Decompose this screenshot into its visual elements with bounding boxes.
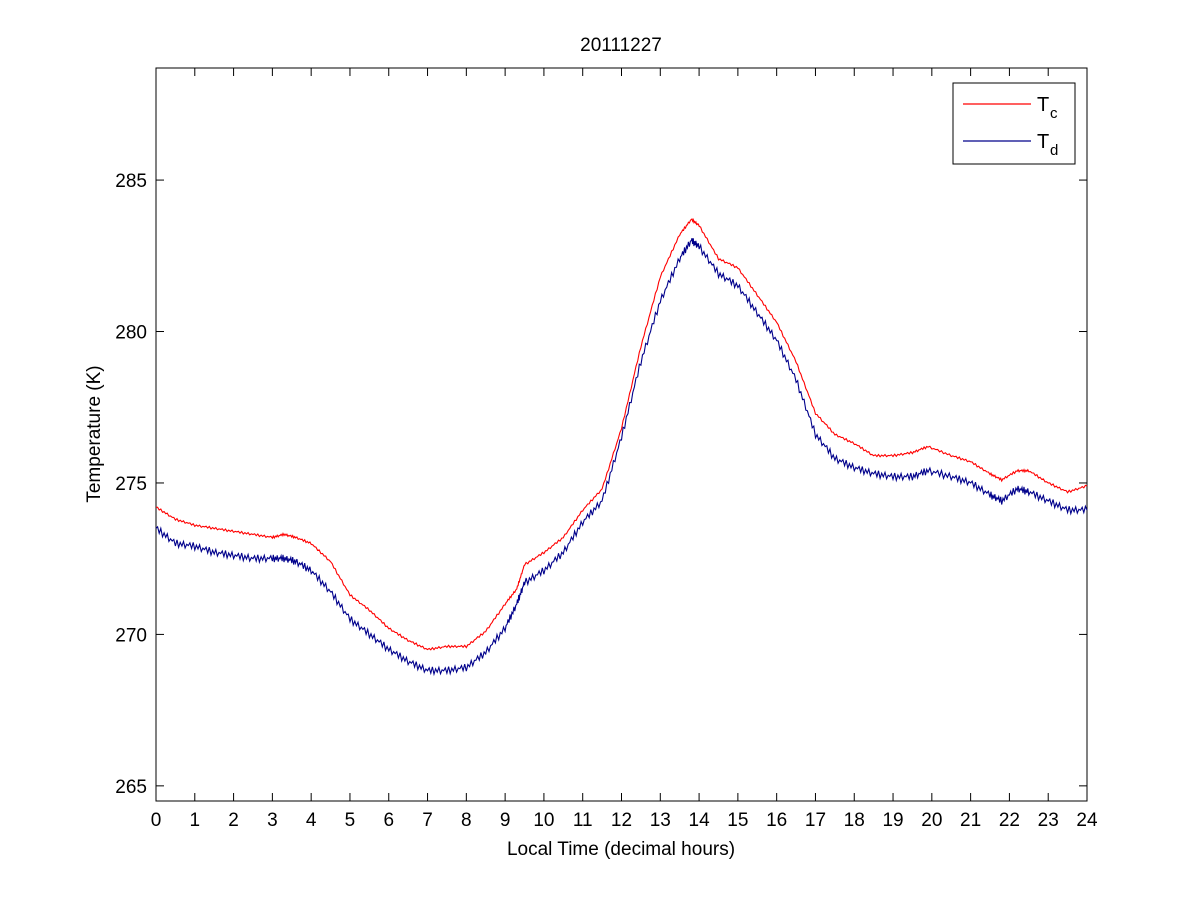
x-tick-label: 15 [727,810,748,831]
x-tick-label: 10 [533,810,554,831]
legend-box [952,82,1076,165]
x-tick-label: 8 [461,810,472,831]
y-tick-label: 265 [115,777,147,798]
x-tick-label: 23 [1038,810,1059,831]
x-tick-label: 0 [151,810,162,831]
y-tick-label: 285 [115,171,147,192]
x-tick-label: 3 [267,810,278,831]
x-axis-label: Local Time (decimal hours) [507,839,735,860]
x-tick-label: 5 [345,810,356,831]
plot-area-frame [155,67,1088,802]
y-tick-label: 270 [115,625,147,646]
x-tick-label: 13 [650,810,671,831]
x-tick-label: 14 [689,810,711,831]
x-tick-label: 6 [383,810,394,831]
x-tick-label: 18 [844,810,865,831]
legend-label-c: T [1037,94,1049,116]
x-tick-label: 24 [1076,810,1098,831]
x-tick-label: 20 [921,810,942,831]
x-tick-label: 1 [190,810,201,831]
x-tick-label: 22 [999,810,1020,831]
x-tick-label: 2 [228,810,239,831]
x-tick-label: 21 [960,810,981,831]
x-tick-label: 17 [805,810,826,831]
legend-label-sub-d: d [1050,142,1058,159]
x-tick-label: 16 [766,810,787,831]
x-tick-label: 19 [882,810,903,831]
legend-label-sub-c: c [1050,105,1058,122]
x-tick-label: 12 [611,810,632,831]
x-tick-label: 9 [500,810,511,831]
series-line-c [155,217,1088,651]
legend-label-d: T [1037,131,1049,153]
y-tick-label: 280 [115,323,147,344]
y-axis-label: Temperature (K) [84,365,105,502]
chart-title: 20111227 [580,35,662,56]
x-tick-label: 7 [422,810,433,831]
x-tick-label: 4 [306,810,317,831]
y-tick-label: 275 [115,474,147,495]
series-line-d [155,238,1088,677]
x-tick-label: 11 [573,810,593,831]
